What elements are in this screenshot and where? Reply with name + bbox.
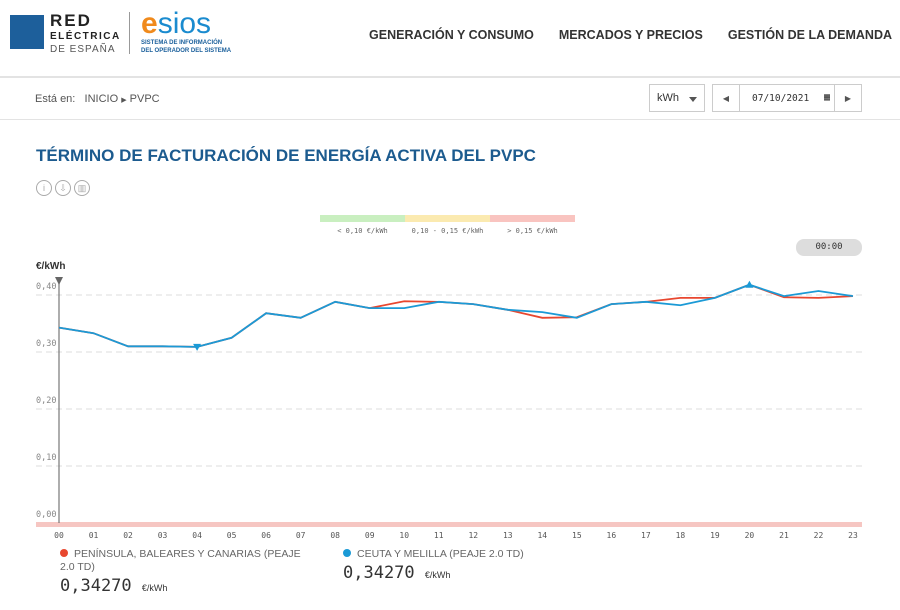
band-label: 0,10 - 0,15 €/kWh <box>411 227 484 235</box>
breadcrumb: Está en: INICIO ▶ PVPC <box>35 93 160 107</box>
breadcrumb-arrow-icon: ▶ <box>121 97 127 104</box>
x-tick-label: 17 <box>641 531 651 540</box>
chevron-down-icon <box>689 97 697 106</box>
nav-mercados[interactable]: MERCADOS Y PRECIOS <box>558 28 703 42</box>
y-tick-label: 0,30 <box>36 339 56 349</box>
y-tick-label: 0,20 <box>36 396 56 406</box>
x-tick-label: 22 <box>814 531 824 540</box>
band-mid: 0,10 - 0,15 €/kWh <box>405 215 490 236</box>
x-tick-label: 20 <box>745 531 755 540</box>
x-tick-label: 09 <box>365 531 375 540</box>
x-tick-label: 10 <box>399 531 409 540</box>
value-unit: €/kWh <box>424 570 451 580</box>
main-nav: GENERACIÓN Y CONSUMO MERCADOS Y PRECIOS … <box>369 28 892 43</box>
esios-sub: DEL OPERADOR DEL SISTEMA <box>141 48 232 54</box>
calendar-icon[interactable]: ▦ <box>823 92 830 103</box>
band-high: > 0,15 €/kWh <box>490 215 575 236</box>
y-axis-label: €/kWh <box>36 261 65 272</box>
x-tick-label: 14 <box>537 531 547 540</box>
brand-line: ELÉCTRICA <box>50 31 121 42</box>
min-marker-icon <box>193 343 202 351</box>
x-tick-label: 15 <box>572 531 582 540</box>
legend-peninsula: PENÍNSULA, BALEARES Y CANARIAS (PEAJE 2.… <box>60 548 310 598</box>
chart-icon[interactable]: ▥ <box>74 180 90 196</box>
date-value: 07/10/2021 <box>752 93 810 104</box>
x-tick-label: 06 <box>261 531 271 540</box>
series-line <box>58 283 854 348</box>
breadcrumb-prefix: Está en: <box>35 93 76 105</box>
x-tick-label: 01 <box>89 531 99 540</box>
x-tick-label: 00 <box>54 531 64 540</box>
y-tick-label: 0,00 <box>36 510 56 520</box>
price-bands-legend: < 0,10 €/kWh 0,10 - 0,15 €/kWh > 0,15 €/… <box>320 215 575 236</box>
brand-line: RED <box>50 11 92 30</box>
unit-value: kWh <box>657 92 679 104</box>
x-tick-label: 07 <box>296 531 306 540</box>
date-picker: ◀ 07/10/2021 ▦ ▶ <box>712 84 862 112</box>
legend-ceuta: CEUTA Y MELILLA (PEAJE 2.0 TD) 0,34270 €… <box>343 548 593 585</box>
esios-sub: SISTEMA DE INFORMACIÓN <box>141 40 223 46</box>
band-label: > 0,15 €/kWh <box>507 227 558 235</box>
breadcrumb-pvpc: PVPC <box>129 93 160 105</box>
site-header: RED ELÉCTRICA DE ESPAÑA esios SISTEMA DE… <box>0 0 900 78</box>
max-marker-icon <box>745 280 754 288</box>
cursor-handle-icon <box>55 277 63 285</box>
x-tick-label: 23 <box>848 531 858 540</box>
value-unit: €/kWh <box>141 583 168 593</box>
x-tick-label: 12 <box>468 531 478 540</box>
x-tick-label: 11 <box>434 531 444 540</box>
toolbar: Está en: INICIO ▶ PVPC kWh ◀ 07/10/2021 ▦… <box>0 78 900 120</box>
action-icons: i ⇩ ▥ <box>36 180 90 196</box>
band-low: < 0,10 €/kWh <box>320 215 405 236</box>
x-tick-label: 13 <box>503 531 513 540</box>
x-tick-label: 21 <box>779 531 789 540</box>
band-label: < 0,10 €/kWh <box>337 227 388 235</box>
info-icon[interactable]: i <box>36 180 52 196</box>
x-tick-label: 03 <box>158 531 168 540</box>
time-indicator: 00:00 <box>796 239 862 256</box>
breadcrumb-inicio[interactable]: INICIO <box>84 93 119 105</box>
x-tick-label: 18 <box>676 531 686 540</box>
y-tick-label: 0,10 <box>36 453 56 463</box>
nav-gestion[interactable]: GESTIÓN DE LA DEMANDA <box>727 28 892 42</box>
page-title: TÉRMINO DE FACTURACIÓN DE ENERGÍA ACTIVA… <box>36 146 536 165</box>
red-electrica-logo[interactable]: RED ELÉCTRICA DE ESPAÑA <box>50 11 121 56</box>
esios-logo[interactable]: esios SISTEMA DE INFORMACIÓN DEL OPERADO… <box>141 7 232 54</box>
nav-generacion[interactable]: GENERACIÓN Y CONSUMO <box>369 28 534 42</box>
current-value: 0,34270 <box>60 576 132 596</box>
legend-dot <box>343 549 351 557</box>
series-line <box>58 283 854 348</box>
prev-day-button[interactable]: ◀ <box>722 93 730 103</box>
unit-select[interactable]: kWh <box>649 84 705 112</box>
x-tick-label: 08 <box>330 531 340 540</box>
download-icon[interactable]: ⇩ <box>55 180 71 196</box>
legend-name: PENÍNSULA, BALEARES Y CANARIAS (PEAJE 2.… <box>60 548 301 573</box>
x-tick-label: 04 <box>192 531 202 540</box>
x-tick-label: 02 <box>123 531 133 540</box>
red-electrica-logo-icon[interactable] <box>10 15 44 49</box>
x-tick-label: 19 <box>710 531 720 540</box>
legend-name: CEUTA Y MELILLA (PEAJE 2.0 TD) <box>357 548 524 560</box>
date-input[interactable]: 07/10/2021 ▦ <box>739 85 835 111</box>
zero-band <box>36 522 862 527</box>
brand-line: DE ESPAÑA <box>50 44 116 55</box>
y-tick-label: 0,40 <box>36 282 56 292</box>
x-tick-label: 16 <box>607 531 617 540</box>
legend-dot <box>60 549 68 557</box>
current-value: 0,34270 <box>343 563 415 583</box>
next-day-button[interactable]: ▶ <box>844 93 852 103</box>
x-tick-label: 05 <box>227 531 237 540</box>
divider <box>129 12 130 54</box>
